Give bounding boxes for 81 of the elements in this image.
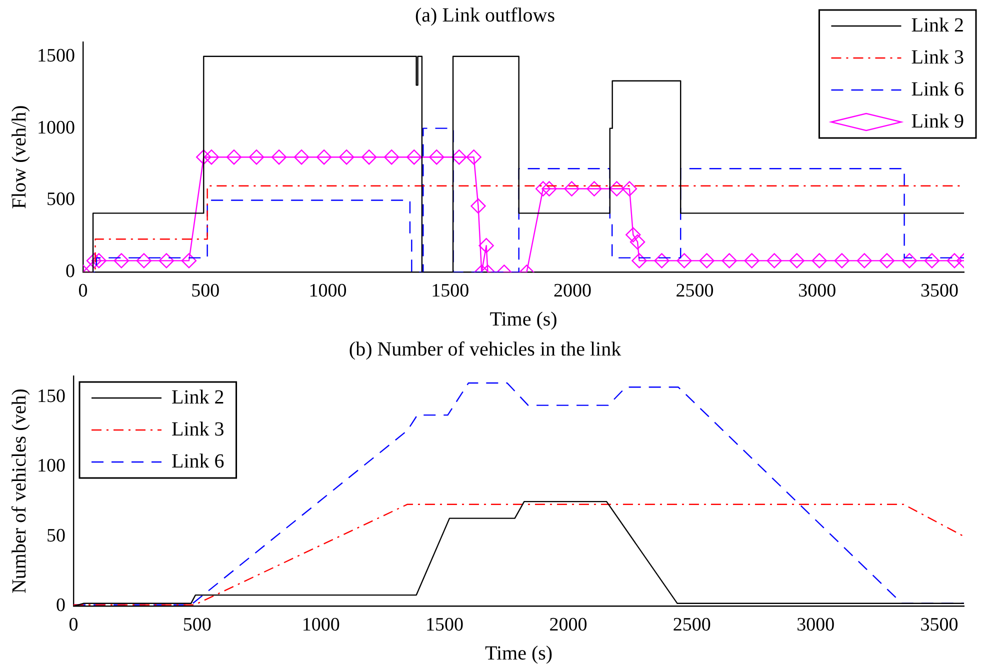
point [564, 181, 580, 196]
x-tick-label: 1000 [308, 280, 347, 302]
x-axis-title: Time (s) [490, 308, 558, 330]
y-axis-title: Number of vehicles (veh) [8, 388, 30, 594]
y-tick-label: 1000 [37, 117, 75, 138]
point [626, 227, 641, 242]
point [946, 253, 962, 268]
point [204, 150, 220, 165]
x-tick-label: 0 [78, 280, 88, 302]
y-tick-label: 150 [37, 386, 66, 407]
legend-label: Link 2 [911, 14, 964, 36]
chart-title: (b) Number of vehicles in the link [348, 338, 622, 360]
point [812, 253, 827, 268]
point [699, 253, 714, 268]
x-tick-label: 3000 [796, 614, 835, 636]
x-tick-label: 1500 [431, 280, 470, 302]
point [676, 253, 692, 268]
point [744, 253, 760, 268]
point [654, 253, 670, 268]
y-tick-label: 50 [46, 525, 66, 546]
legend-label: Link 6 [172, 450, 224, 472]
point [294, 150, 310, 165]
point [622, 181, 638, 196]
point [924, 253, 940, 268]
x-tick-label: 3500 [920, 614, 958, 636]
y-tick-label: 500 [46, 189, 75, 210]
point [406, 150, 422, 165]
point [452, 150, 467, 165]
point [902, 253, 918, 268]
x-tick-label: 500 [191, 280, 220, 302]
point [722, 253, 737, 268]
point [136, 253, 152, 268]
x-tick-label: 1500 [426, 614, 464, 636]
y-tick-label: 1500 [37, 45, 75, 66]
x-tick-label: 2000 [553, 280, 592, 302]
point [535, 181, 551, 196]
point [766, 253, 782, 268]
point [609, 181, 624, 196]
point [429, 150, 444, 165]
point [834, 253, 850, 268]
point [384, 150, 400, 165]
point [361, 150, 377, 165]
point [196, 150, 212, 165]
x-tick-label: 1000 [302, 614, 340, 636]
legend-label: Link 3 [172, 418, 224, 440]
point [470, 198, 486, 214]
y-axis-title: Flow (veh/h) [8, 105, 30, 210]
point [316, 150, 332, 165]
point [789, 253, 804, 268]
y-tick-label: 100 [37, 456, 66, 477]
y-tick-label: 0 [66, 261, 75, 282]
x-tick-label: 2000 [549, 614, 588, 636]
x-tick-label: 500 [182, 614, 212, 636]
point [630, 234, 646, 250]
point [586, 181, 602, 196]
point [542, 181, 557, 196]
x-tick-label: 3000 [798, 280, 836, 302]
y-tick-label: 0 [56, 595, 66, 616]
x-tick-label: 3500 [920, 280, 959, 302]
point [478, 238, 494, 254]
point [879, 253, 895, 268]
point [271, 150, 287, 165]
point [632, 253, 647, 268]
point [181, 253, 197, 268]
point [86, 253, 102, 268]
x-tick-label: 2500 [676, 280, 714, 302]
point [114, 253, 130, 268]
point [226, 150, 242, 165]
point [158, 253, 174, 268]
legend-label: Link 2 [172, 386, 224, 408]
x-tick-label: 2500 [672, 614, 711, 636]
point [248, 150, 264, 165]
legend-label: Link 3 [911, 46, 964, 68]
point [856, 253, 872, 268]
legend-label: Link 9 [911, 110, 964, 132]
legend-label: Link 6 [911, 78, 964, 100]
chart-title: (a) Link outflows [415, 4, 556, 26]
point [338, 150, 354, 165]
x-axis-title: Time (s) [484, 642, 553, 664]
point [91, 253, 107, 268]
point [466, 150, 482, 165]
